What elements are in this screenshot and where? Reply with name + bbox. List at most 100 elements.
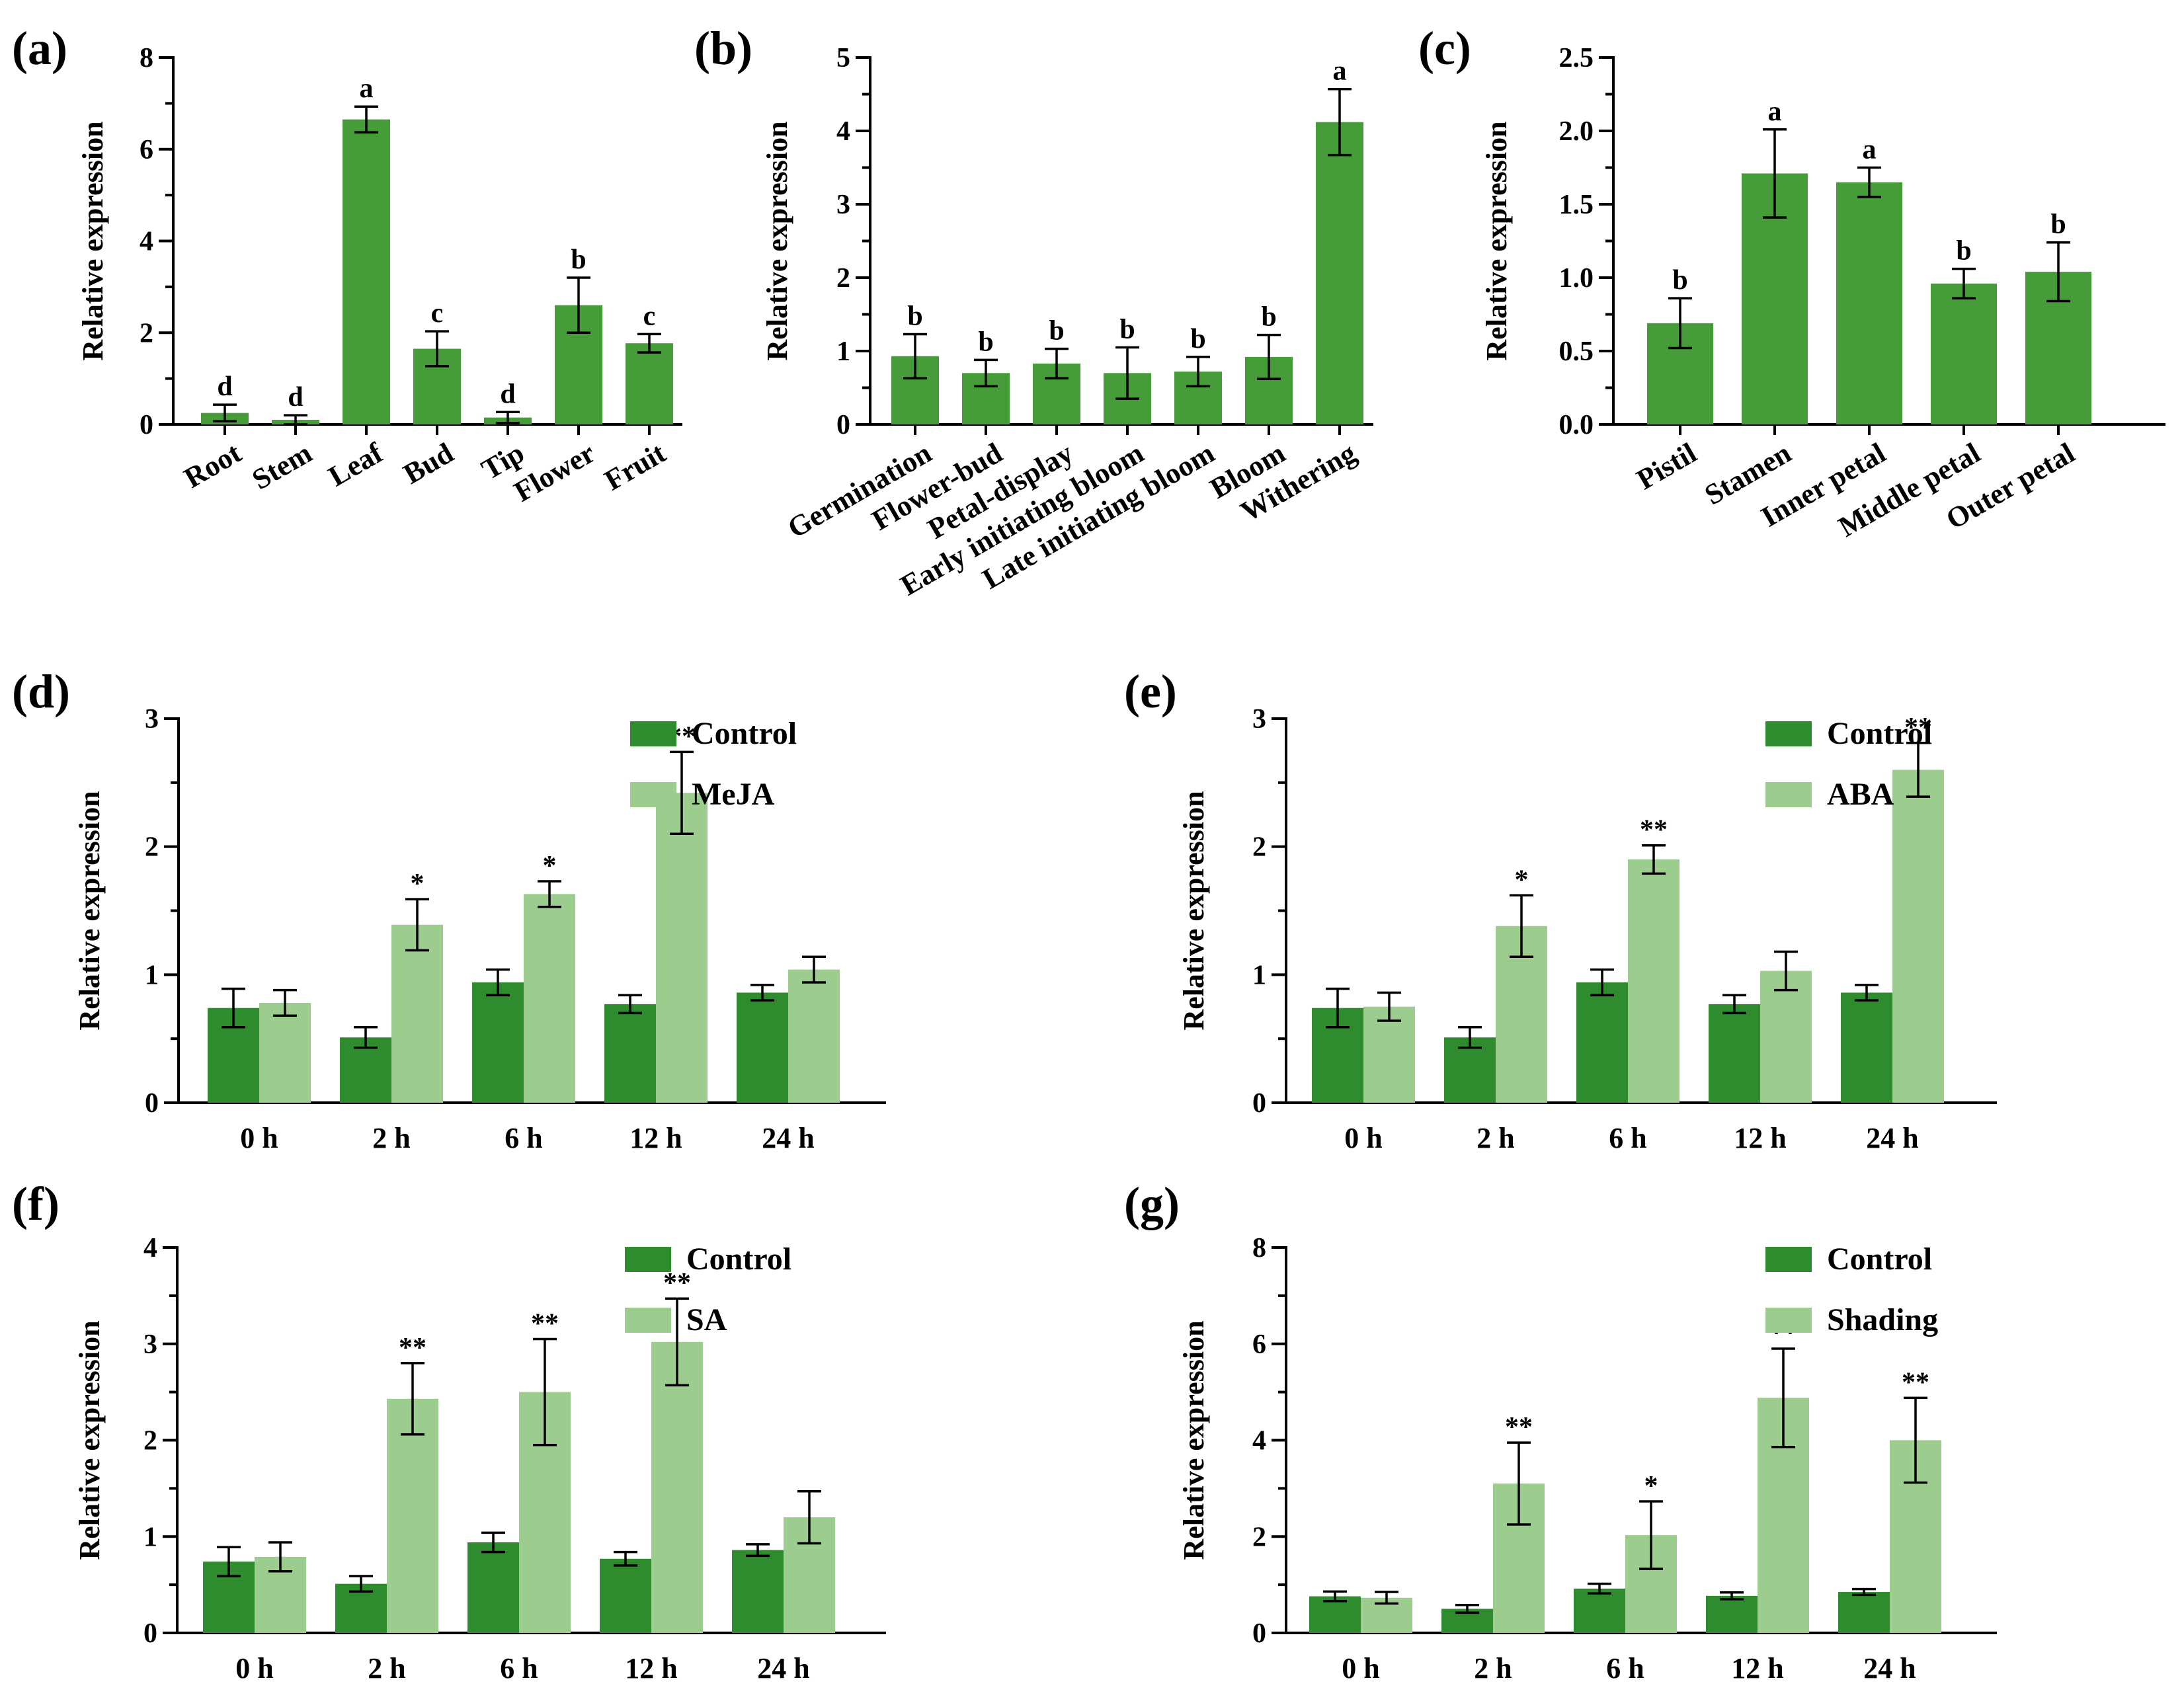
legend: Control Shading — [1765, 1242, 1938, 1337]
significance-label: b — [907, 301, 922, 331]
significance-label: b — [1672, 265, 1687, 296]
y-tick-label: 4 — [143, 1233, 157, 1263]
significance-label: ** — [663, 1268, 691, 1298]
y-tick-label: 6 — [1252, 1329, 1266, 1360]
x-tick-label: 6 h — [1606, 1652, 1644, 1684]
x-tick-label: 6 h — [1609, 1122, 1646, 1154]
significance-label: b — [978, 327, 993, 357]
bar-sa — [387, 1398, 438, 1633]
x-tick-label: Flower — [508, 436, 600, 508]
legend-swatch — [625, 1308, 671, 1333]
y-tick-label: 0 — [1252, 1618, 1266, 1649]
y-tick-label: 0 — [1252, 1088, 1266, 1119]
bar-meja — [391, 924, 443, 1103]
y-tick-label: 8 — [140, 43, 153, 73]
y-axis-label: Relative expression — [761, 121, 793, 360]
y-tick-label: 3 — [836, 190, 850, 220]
bar-meja — [788, 969, 840, 1103]
bar-sa — [651, 1341, 703, 1633]
legend-swatch — [1765, 721, 1812, 746]
y-tick-label: 0.5 — [1559, 337, 1594, 367]
x-tick-label: Pistil — [1631, 436, 1702, 496]
chart-panel-f: (f) Relative expression 0 1 2 3 4 0 h ** 2 h ** 6 h… — [12, 1177, 886, 1684]
significance-label: ** — [1505, 1412, 1533, 1443]
chart-panel-g: (g) Relative expression 0 2 4 6 8 0 h ** 2 h * 6 h *… — [1124, 1177, 1997, 1684]
significance-label: ** — [1904, 713, 1932, 743]
significance-label: * — [1515, 865, 1529, 895]
y-tick-label: 4 — [1252, 1426, 1266, 1456]
significance-label: b — [1049, 316, 1064, 346]
y-axis-label: Relative expression — [1178, 1320, 1210, 1560]
significance-label: c — [431, 298, 444, 329]
bar-control — [737, 992, 788, 1103]
y-tick-label: 0.0 — [1559, 410, 1594, 440]
chart-panel-b: (b)Relative expression012345bGermination… — [694, 22, 1373, 602]
y-tick-label: 4 — [836, 116, 850, 147]
x-tick-label: 0 h — [1344, 1122, 1382, 1154]
x-tick-label: Fruit — [599, 436, 671, 496]
significance-label: a — [1863, 135, 1877, 165]
y-tick-label: 3 — [1252, 704, 1266, 734]
x-tick-label: Root — [179, 436, 247, 495]
y-tick-label: 5 — [836, 43, 850, 73]
significance-label: b — [1956, 236, 1971, 266]
significance-label: a — [1333, 56, 1347, 87]
bar — [343, 119, 390, 424]
bar-control — [600, 1558, 651, 1633]
x-tick-label: 24 h — [757, 1652, 809, 1684]
y-tick-label: 1 — [1252, 960, 1266, 990]
panel-label: (d) — [12, 665, 70, 718]
y-tick-label: 2 — [1252, 832, 1266, 863]
y-tick-label: 1 — [145, 960, 159, 990]
significance-label: b — [1119, 314, 1135, 344]
x-tick-label: Stem — [247, 436, 317, 496]
y-tick-label: 1 — [836, 337, 850, 367]
bar-control — [1574, 1588, 1625, 1633]
significance-label: b — [571, 245, 586, 275]
x-tick-label: 12 h — [629, 1122, 682, 1154]
x-tick-label: 0 h — [240, 1122, 278, 1154]
legend-swatch — [1765, 782, 1812, 807]
x-tick-label: 24 h — [762, 1122, 814, 1154]
y-tick-label: 2.5 — [1559, 43, 1594, 73]
legend-swatch — [1765, 1308, 1812, 1333]
x-tick-label: Leaf — [323, 436, 389, 493]
bar-control — [467, 1542, 519, 1633]
bar-control — [604, 1004, 656, 1103]
bar-control — [732, 1550, 784, 1633]
y-axis-label: Relative expression — [73, 791, 106, 1030]
significance-label: b — [2050, 210, 2066, 240]
y-tick-label: 0 — [143, 1618, 157, 1649]
y-tick-label: 6 — [140, 135, 153, 165]
x-tick-label: 24 h — [1866, 1122, 1918, 1154]
legend-label: Control — [1827, 1242, 1932, 1277]
significance-label: ** — [1902, 1367, 1929, 1398]
significance-label: * — [411, 869, 425, 899]
y-tick-label: 3 — [145, 704, 159, 734]
significance-label: b — [1261, 302, 1276, 333]
bar — [1931, 283, 1997, 424]
legend-swatch — [630, 782, 676, 807]
significance-label: ** — [399, 1333, 426, 1363]
legend: Control MeJA — [630, 716, 797, 812]
panel-label: (e) — [1124, 665, 1177, 718]
y-axis-label: Relative expression — [1480, 121, 1513, 360]
bar-meja — [524, 894, 575, 1103]
x-tick-label: 12 h — [625, 1652, 677, 1684]
legend-label: SA — [686, 1302, 727, 1337]
y-tick-label: 4 — [140, 227, 153, 257]
significance-label: a — [1768, 97, 1782, 127]
x-tick-label: 2 h — [1476, 1122, 1514, 1154]
y-tick-label: 0 — [836, 410, 850, 440]
bar — [1836, 182, 1902, 424]
panel-label: (g) — [1124, 1177, 1180, 1230]
y-tick-label: 2 — [140, 318, 153, 348]
y-axis-label: Relative expression — [77, 121, 109, 360]
chart-panel-e: (e) Relative expression 0 1 2 3 0 h * 2 h ** 6 h 12… — [1124, 665, 1997, 1154]
legend-label: Control — [686, 1242, 791, 1277]
y-tick-label: 1.5 — [1559, 190, 1594, 220]
bar-control — [1576, 982, 1628, 1103]
legend-swatch — [625, 1247, 671, 1272]
